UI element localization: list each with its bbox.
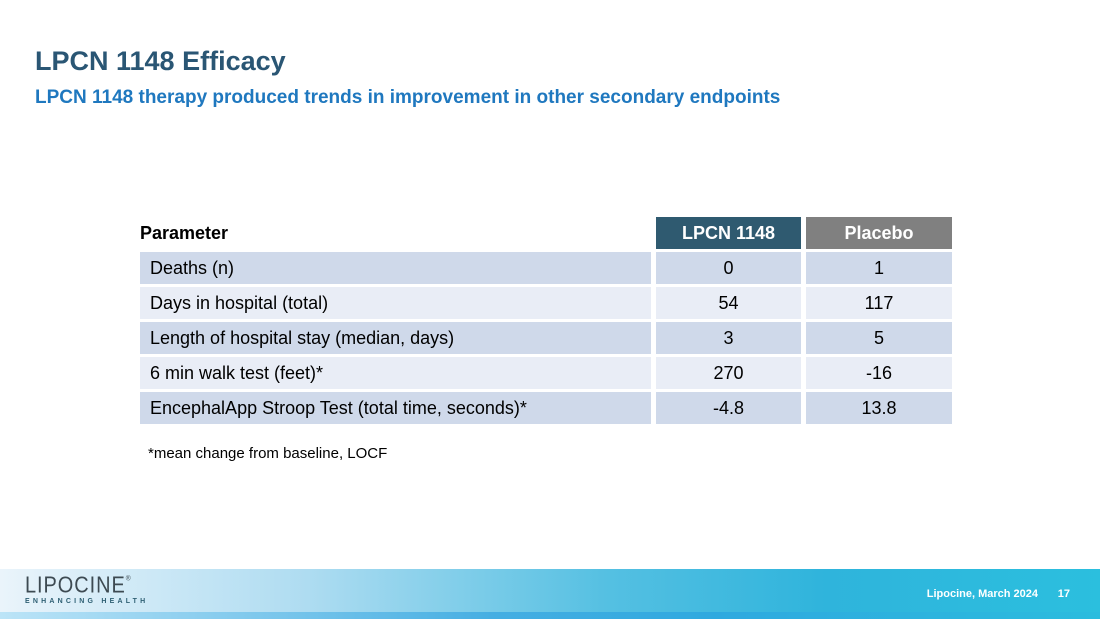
page-subtitle: LPCN 1148 therapy produced trends in imp…: [35, 87, 781, 108]
table-header-row: Parameter LPCN 1148 Placebo: [140, 217, 952, 249]
column-header-lpcn-1148: LPCN 1148: [651, 217, 801, 249]
table-row: Days in hospital (total) 54 117: [140, 284, 952, 319]
cell-parameter: Length of hospital stay (median, days): [140, 319, 651, 354]
cell-placebo-value: 5: [801, 319, 952, 354]
footnote: *mean change from baseline, LOCF: [148, 445, 388, 462]
table-row: Length of hospital stay (median, days) 3…: [140, 319, 952, 354]
cell-lpcn-value: -4.8: [651, 389, 801, 424]
lipocine-logo: LIPOCINE® ENHANCING HEALTH: [25, 573, 149, 605]
table-row: Deaths (n) 0 1: [140, 249, 952, 284]
table-row: EncephalApp Stroop Test (total time, sec…: [140, 389, 952, 424]
footer-bottom-strip: [0, 612, 1100, 619]
page-title: LPCN 1148 Efficacy: [35, 46, 286, 76]
cell-parameter: Days in hospital (total): [140, 284, 651, 319]
cell-lpcn-value: 0: [651, 249, 801, 284]
cell-placebo-value: 13.8: [801, 389, 952, 424]
cell-placebo-value: 117: [801, 284, 952, 319]
logo-tagline: ENHANCING HEALTH: [25, 598, 149, 605]
footer-credit: Lipocine, March 2024: [926, 588, 1038, 600]
cell-lpcn-value: 3: [651, 319, 801, 354]
footer-band: [0, 569, 1100, 612]
cell-parameter: EncephalApp Stroop Test (total time, sec…: [140, 389, 651, 424]
page-number: 17: [1057, 588, 1070, 600]
column-header-parameter: Parameter: [140, 217, 651, 249]
logo-wordmark: LIPOCINE: [25, 573, 126, 598]
cell-parameter: 6 min walk test (feet)*: [140, 354, 651, 389]
registered-mark-icon: ®: [125, 575, 132, 583]
cell-lpcn-value: 54: [651, 284, 801, 319]
cell-placebo-value: 1: [801, 249, 952, 284]
cell-lpcn-value: 270: [651, 354, 801, 389]
table-row: 6 min walk test (feet)* 270 -16: [140, 354, 952, 389]
column-header-placebo: Placebo: [801, 217, 952, 249]
cell-placebo-value: -16: [801, 354, 952, 389]
cell-parameter: Deaths (n): [140, 249, 651, 284]
efficacy-table: Parameter LPCN 1148 Placebo Deaths (n) 0…: [140, 217, 952, 424]
